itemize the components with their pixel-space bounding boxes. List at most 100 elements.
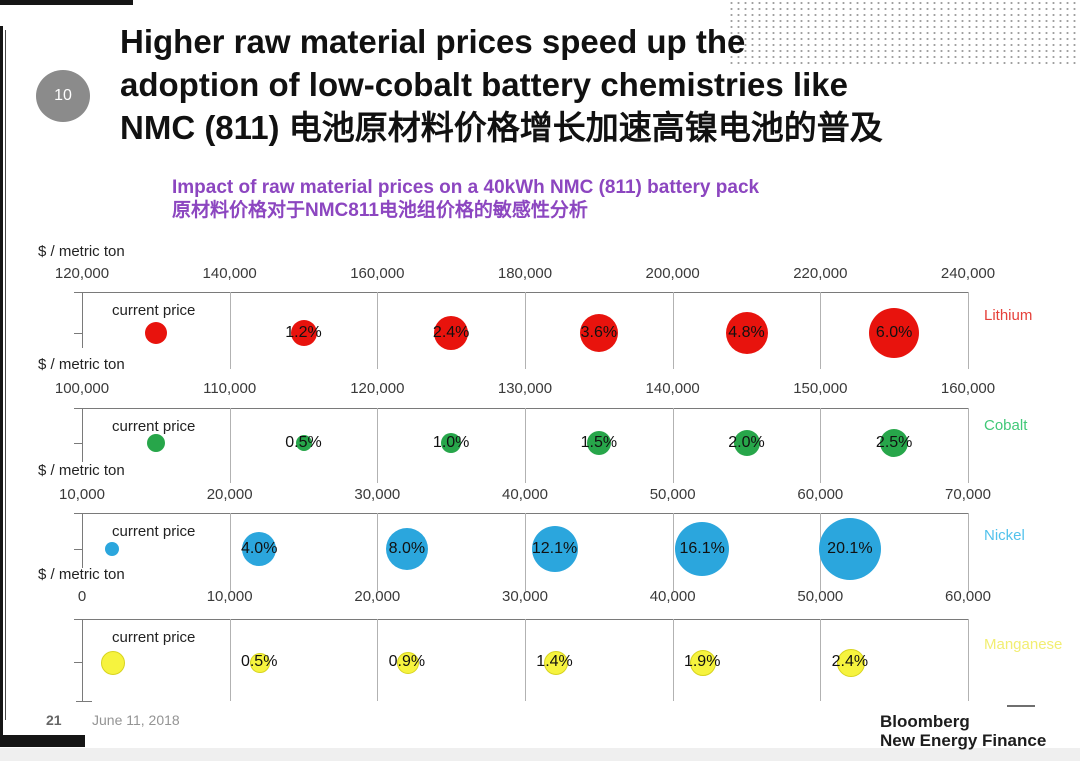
axis-tick-label: 220,000 xyxy=(793,265,848,282)
axis-tick-label: 130,000 xyxy=(497,380,553,397)
gridline xyxy=(968,292,969,369)
top-left-border xyxy=(0,0,133,5)
slide-title: Higher raw material prices speed up the … xyxy=(120,20,1080,149)
gridline xyxy=(377,513,379,591)
gridline xyxy=(525,513,526,591)
impact-bubble xyxy=(733,430,760,456)
left-axis-tick xyxy=(74,443,82,444)
axis-tick-label: 0 xyxy=(77,588,87,605)
axis-tick-label: 10,000 xyxy=(206,588,253,605)
row-top-line xyxy=(74,513,969,514)
gridline xyxy=(820,292,822,369)
impact-bubble-label: 16.1% xyxy=(679,540,725,557)
current-price-label: current price xyxy=(112,418,196,435)
axis-tick-label: 20,000 xyxy=(206,486,253,503)
slide-number: 10 xyxy=(54,87,72,104)
halftone-dot-pattern xyxy=(728,0,1080,66)
axis-tick-label: 20,000 xyxy=(354,588,401,605)
left-axis-tick xyxy=(74,662,82,663)
logo-line-1: Bloomberg xyxy=(880,712,970,731)
gridline xyxy=(820,408,822,483)
impact-bubble xyxy=(543,651,568,675)
impact-bubble xyxy=(242,532,277,566)
current-price-dot xyxy=(144,322,167,344)
left-inner-line xyxy=(5,30,6,720)
bottom-left-corner xyxy=(0,735,85,747)
axis-tick-label: 50,000 xyxy=(797,588,844,605)
gridline xyxy=(820,619,822,701)
current-price-label: current price xyxy=(112,629,196,646)
impact-bubble xyxy=(290,320,317,346)
title-line-2: adoption of low-cobalt battery chemistri… xyxy=(120,66,848,103)
axis-tick-label: 40,000 xyxy=(649,588,696,605)
axis-unit-label: $ / metric ton xyxy=(38,243,125,260)
gridline xyxy=(672,292,674,369)
axis-tick-label: 40,000 xyxy=(502,486,548,503)
impact-bubble xyxy=(396,652,419,674)
gridline xyxy=(672,619,674,701)
gridline xyxy=(229,619,231,701)
current-price-dot xyxy=(104,542,119,556)
axis-tick-label: 70,000 xyxy=(945,486,991,503)
impact-bubble xyxy=(586,431,611,455)
impact-bubble-label: 1.0% xyxy=(432,434,470,451)
impact-bubble xyxy=(675,522,730,576)
gridline xyxy=(525,292,526,369)
impact-bubble xyxy=(295,435,312,451)
left-axis xyxy=(82,292,83,348)
axis-tick-label: 140,000 xyxy=(645,380,700,397)
title-line-3: NMC (811) 电池原材料价格增长加速高镍电池的普及 xyxy=(120,109,883,146)
axis-unit-label: $ / metric ton xyxy=(38,356,125,373)
axis-tick-label: 120,000 xyxy=(350,380,405,397)
impact-bubble xyxy=(579,314,618,352)
gridline xyxy=(968,513,969,591)
gridline xyxy=(968,408,969,483)
series-label: Manganese xyxy=(984,636,1063,653)
current-price-label: current price xyxy=(112,523,196,540)
axis-tick-label: 120,000 xyxy=(54,265,110,282)
axis-tick-label: 30,000 xyxy=(502,588,548,605)
row-top-line xyxy=(74,292,969,293)
axis-tick-label: 200,000 xyxy=(645,265,700,282)
axis-tick-label: 60,000 xyxy=(945,588,991,605)
gridline xyxy=(377,619,379,701)
axis-tick-label: 110,000 xyxy=(203,380,257,397)
footer-date: June 11, 2018 xyxy=(92,712,180,728)
chart-title-zh: 原材料价格对于NMC811电池组价格的敏感性分析 xyxy=(172,200,588,221)
impact-bubble xyxy=(836,649,865,677)
impact-bubble-label: 12.1% xyxy=(531,540,578,557)
impact-bubble-label: 1.4% xyxy=(536,653,573,670)
impact-bubble xyxy=(880,429,909,457)
axis-tick-label: 240,000 xyxy=(940,265,996,282)
impact-bubble-label: 0.5% xyxy=(285,434,322,451)
impact-bubble-label: 6.0% xyxy=(875,324,913,341)
impact-bubble-label: 2.5% xyxy=(875,434,913,451)
logo-line-2: New Energy Finance xyxy=(880,731,1047,750)
impact-bubble xyxy=(385,528,428,570)
impact-bubble xyxy=(434,316,469,350)
axis-tick-label: 150,000 xyxy=(793,380,848,397)
impact-bubble-label: 2.0% xyxy=(728,434,765,451)
axis-tick-label: 50,000 xyxy=(649,486,696,503)
left-axis xyxy=(82,619,83,701)
current-price-label: current price xyxy=(112,302,196,319)
impact-bubble-label: 3.6% xyxy=(580,324,618,341)
gridline xyxy=(229,513,231,591)
impact-bubble xyxy=(441,433,462,453)
axis-unit-label: $ / metric ton xyxy=(38,566,125,583)
row-top-line xyxy=(74,619,969,620)
impact-bubble xyxy=(690,650,717,676)
axis-tick-label: 60,000 xyxy=(797,486,844,503)
series-label: Nickel xyxy=(984,527,1025,544)
axis-tick-label: 160,000 xyxy=(350,265,405,282)
axis-tick-label: 180,000 xyxy=(497,265,553,282)
axis-tick-label: 140,000 xyxy=(202,265,257,282)
gridline xyxy=(377,408,379,483)
impact-bubble-label: 2.4% xyxy=(432,324,470,341)
gridline xyxy=(672,408,674,483)
slide-number-badge: 10 xyxy=(36,70,90,122)
gridline xyxy=(525,619,526,701)
impact-bubble xyxy=(250,653,271,673)
left-axis xyxy=(82,513,83,568)
